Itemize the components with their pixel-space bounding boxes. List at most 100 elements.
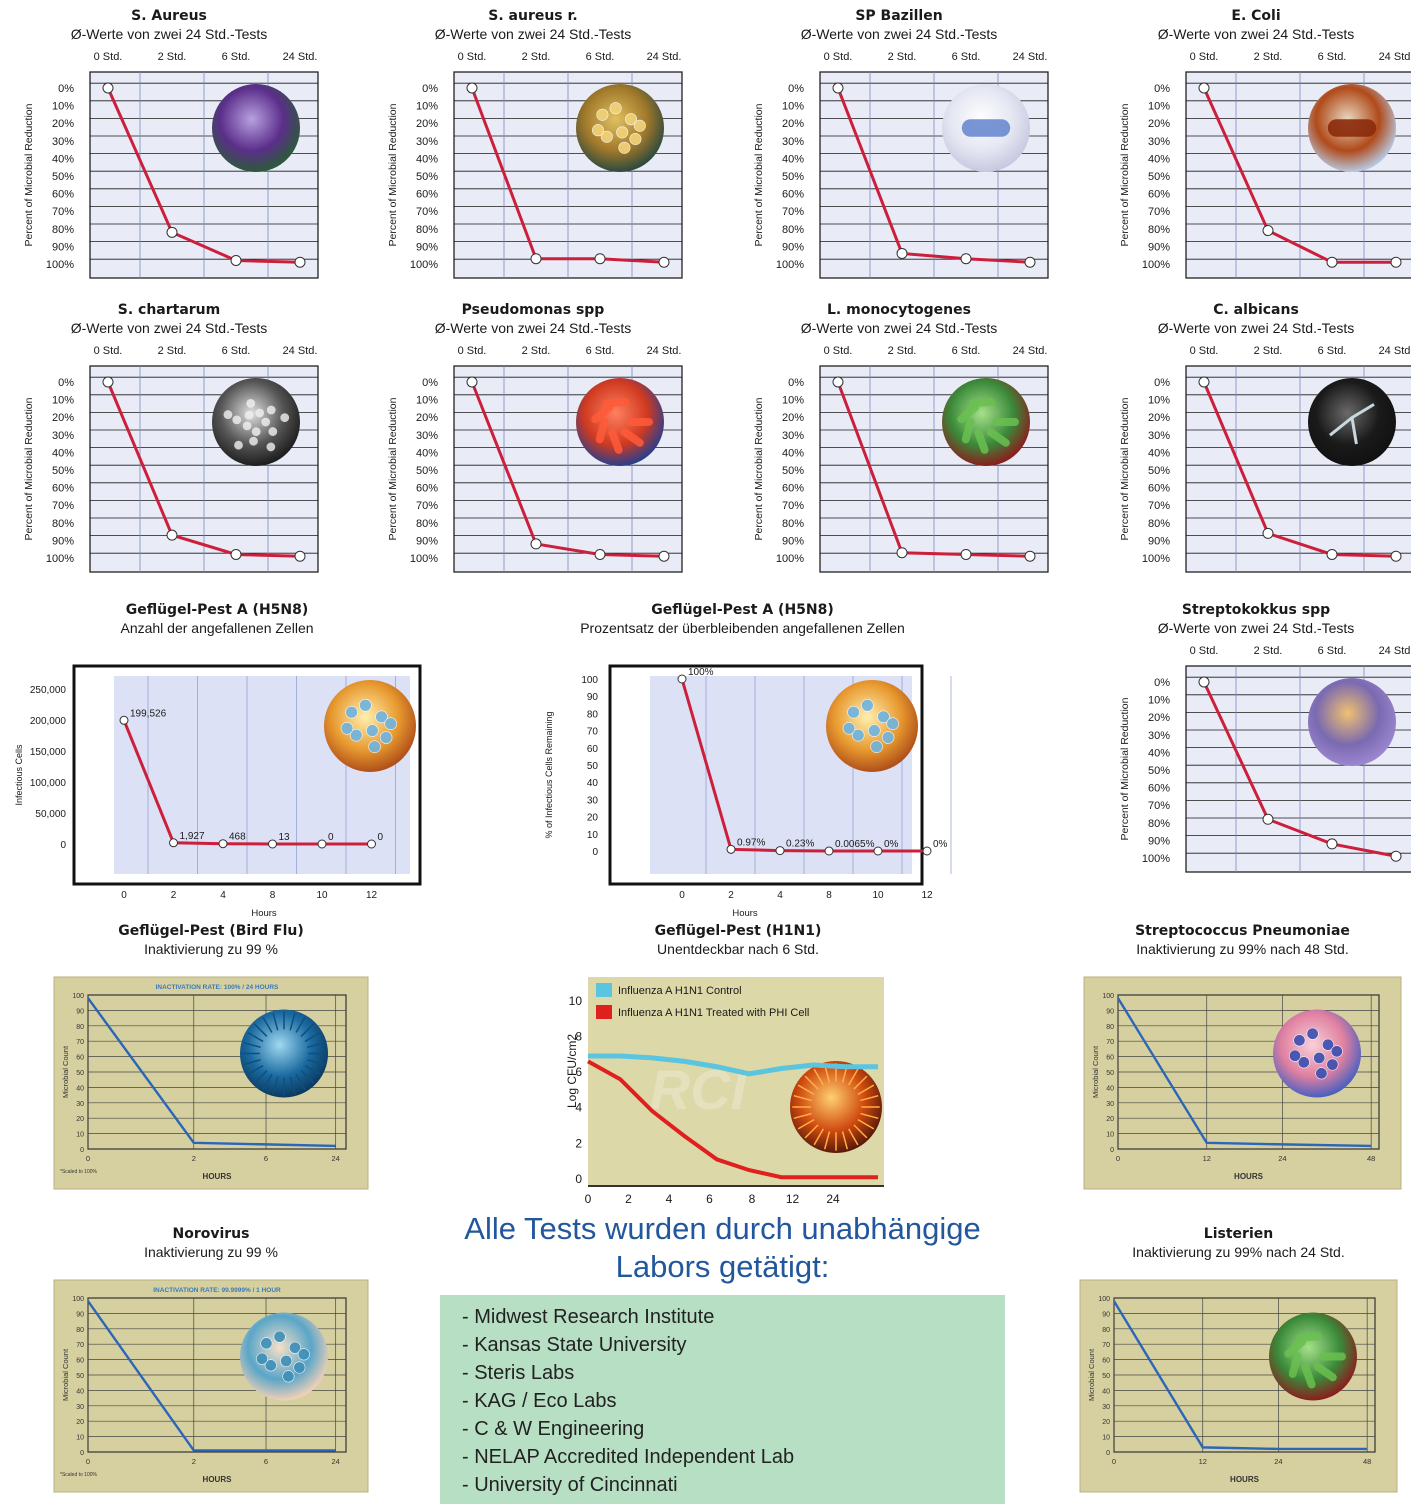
y-axis-label: Infectious Cells bbox=[14, 744, 24, 806]
x-tick-label: 0 bbox=[1116, 1154, 1120, 1163]
microbe-rod bbox=[986, 428, 1010, 447]
y-tick-label: 60% bbox=[1148, 189, 1170, 201]
watermark: RCI bbox=[650, 1058, 748, 1121]
y-tick-label: 20% bbox=[52, 412, 74, 424]
y-tick-label: 80% bbox=[1148, 518, 1170, 530]
y-tick-label: 90 bbox=[1106, 1008, 1114, 1015]
x-tick-label: 24 bbox=[826, 1192, 840, 1206]
x-tick-label: 0 bbox=[121, 890, 127, 901]
microbe-spike bbox=[289, 1076, 296, 1095]
y-tick-label: 20% bbox=[52, 118, 74, 130]
chart-title: S. Aureus bbox=[131, 8, 207, 24]
y-tick-label: 80% bbox=[416, 518, 438, 530]
y-tick-label: 60% bbox=[416, 483, 438, 495]
y-axis-label: Percent of Microbial Reduction bbox=[387, 103, 399, 246]
microbe-hyphae bbox=[1329, 403, 1375, 445]
y-tick-label: 100% bbox=[410, 553, 438, 565]
data-point bbox=[530, 538, 542, 550]
x-tick-label: 24 Std. bbox=[283, 345, 318, 357]
y-tick-label: 90 bbox=[1102, 1311, 1110, 1318]
microbe-rod bbox=[591, 403, 614, 424]
y-tick-label: 30% bbox=[52, 136, 74, 148]
y-tick-label: 40% bbox=[52, 447, 74, 459]
y-tick-label: 40 bbox=[76, 1388, 84, 1395]
y-tick-label: 80 bbox=[76, 1024, 84, 1031]
series-line bbox=[1202, 681, 1397, 858]
y-axis-label: Percent of Microbial Reduction bbox=[387, 397, 399, 540]
y-tick-label: 20% bbox=[782, 118, 804, 130]
chart-subtitle: Inaktivierung zu 99 % bbox=[144, 941, 278, 957]
y-tick-label: 250,000 bbox=[30, 685, 67, 696]
microbe-dot bbox=[293, 1361, 306, 1374]
microbe-rod bbox=[620, 428, 644, 447]
microbe-spike bbox=[243, 1041, 261, 1048]
chart-title: Norovirus bbox=[172, 1226, 250, 1242]
x-tick-label: 0 Std. bbox=[1190, 645, 1219, 657]
chart-svg: 250,000 200,000 150,000 100,000 50,000 0 0 2 4 8 1… bbox=[14, 664, 422, 919]
x-tick-label: 2 Std. bbox=[1254, 645, 1283, 657]
y-tick-label: 100 bbox=[72, 993, 84, 1000]
x-tick-label: 2 bbox=[192, 1457, 196, 1466]
y-tick-label: 70% bbox=[1148, 500, 1170, 512]
data-point bbox=[594, 548, 606, 560]
y-tick-label: 20 bbox=[1106, 1116, 1114, 1123]
y-axis-label: Microbial Count bbox=[1091, 1045, 1100, 1098]
microbe-dot bbox=[375, 710, 388, 724]
y-axis-label: Percent of Microbial Reduction bbox=[1119, 103, 1131, 246]
y-tick-label: 50 bbox=[76, 1070, 84, 1077]
chart-svg: 0 Std. 2 Std. 6 Std. 24 Std. 0% 10% 20% 30% 40% 5… bbox=[387, 345, 683, 573]
microbe-image bbox=[576, 84, 664, 172]
microbe-spike bbox=[813, 1128, 824, 1146]
y-tick-label: 90% bbox=[1148, 535, 1170, 547]
y-tick-label: 10 bbox=[76, 1132, 84, 1139]
y-tick-label: 90 bbox=[76, 1311, 84, 1318]
chart-title: S. chartarum bbox=[117, 302, 221, 318]
chart-svg: 0 Std. 2 Std. 6 Std. 24 Std. 0% 10% 20% 30% 40% 5… bbox=[1119, 51, 1411, 279]
microbe-spike bbox=[307, 1059, 325, 1066]
y-tick-label: 10% bbox=[1148, 695, 1170, 707]
y-tick-label: 100 bbox=[1102, 993, 1114, 1000]
y-tick-label: 70% bbox=[416, 500, 438, 512]
chart-panel: Norovirus Inaktivierung zu 99 % 100 90 80 70 6… bbox=[50, 1226, 372, 1498]
y-tick-label: 30 bbox=[1102, 1404, 1110, 1411]
microbe-spike bbox=[300, 1070, 315, 1084]
data-point bbox=[294, 550, 306, 562]
microbe-disc bbox=[1308, 678, 1396, 766]
series-line bbox=[1116, 997, 1372, 1148]
microbe-spike bbox=[804, 1124, 819, 1139]
y-tick-label: 20% bbox=[416, 412, 438, 424]
y-tick-label: 60 bbox=[587, 744, 599, 755]
x-tick-label: 0 Std. bbox=[94, 345, 123, 357]
microbe-dot bbox=[266, 442, 276, 452]
microbe-spike bbox=[247, 1064, 264, 1076]
microbe-image bbox=[790, 1061, 882, 1153]
microbe-dot bbox=[273, 1330, 286, 1343]
y-axis-label: Microbial Count bbox=[61, 1348, 70, 1401]
tests-heading-line-2: Labors getätigt: bbox=[615, 1249, 830, 1284]
y-tick-label: 10 bbox=[1106, 1132, 1114, 1139]
microbe-dot bbox=[255, 408, 265, 418]
microbe-dot bbox=[1330, 1045, 1343, 1058]
microbe-dot bbox=[870, 740, 883, 753]
microbe-spike bbox=[860, 1094, 879, 1102]
y-tick-label: 40% bbox=[782, 153, 804, 165]
chart-title: C. albicans bbox=[1213, 302, 1299, 318]
x-tick-label: 24 Std. bbox=[647, 345, 682, 357]
y-tick-label: 30 bbox=[587, 795, 599, 806]
x-tick-label: 24 Std. bbox=[1013, 51, 1048, 63]
y-tick-label: 90% bbox=[782, 535, 804, 547]
microbe-dot bbox=[384, 717, 397, 730]
data-point bbox=[218, 839, 228, 849]
microbe-dot bbox=[600, 130, 613, 143]
chart-panel: Streptococcus Pneumoniae Inaktivierung zu… bbox=[1080, 923, 1405, 1195]
y-tick-label: 60 bbox=[1106, 1055, 1114, 1062]
microbe-dot bbox=[359, 699, 372, 712]
y-tick-label: 150,000 bbox=[30, 747, 67, 758]
x-tick-label: 0 bbox=[1112, 1457, 1116, 1466]
inner-title: INACTIVATION RATE: 99.9999% / 1 HOUR bbox=[153, 1287, 281, 1294]
y-tick-label: 10% bbox=[782, 101, 804, 113]
microbe-rod bbox=[974, 428, 989, 454]
